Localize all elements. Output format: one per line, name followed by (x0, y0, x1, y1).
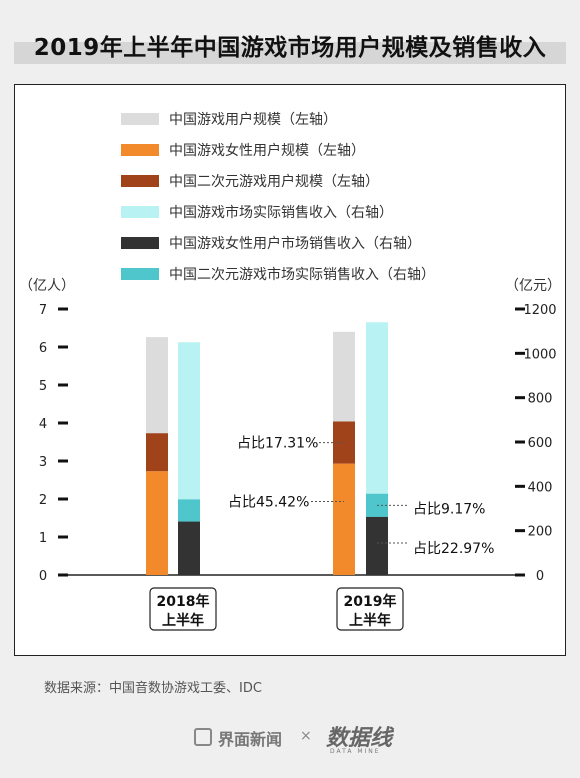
legend-swatch-1 (121, 144, 159, 156)
legend-swatch-4 (121, 237, 159, 249)
left-tick-label-6: 6 (39, 341, 47, 356)
left-tick-label-0: 0 (39, 569, 47, 584)
legend-label-3: 中国游戏市场实际销售收入（右轴） (169, 204, 393, 221)
annotation-female-users: 占比45.42% (228, 495, 309, 511)
category-box-1 (336, 587, 404, 631)
title-bar: 2019年上半年中国游戏市场用户规模及销售收入 (14, 28, 566, 64)
datamine-logo: 数据线 (326, 725, 393, 751)
bar-4-1 (366, 516, 388, 575)
legend-swatch-0 (121, 113, 159, 125)
left-tick-label-4: 4 (39, 417, 47, 432)
left-tick-label-3: 3 (39, 455, 47, 470)
bar-2-0 (146, 433, 168, 472)
brand-icon (194, 728, 212, 746)
chart: 中国游戏用户规模（左轴） 中国游戏女性用户规模（左轴） 中国二次元游戏用户规模（左轴… (19, 111, 561, 631)
right-tick-label-3: 600 (528, 436, 553, 451)
bar-4-0 (178, 521, 200, 575)
category-label-0-line1: 2018年 (157, 593, 210, 610)
datamine-logo-sub: DATA MINE (330, 748, 381, 755)
left-tick-label-5: 5 (39, 379, 47, 394)
right-tick-label-5: 1000 (523, 347, 556, 362)
title-highlight (14, 42, 566, 64)
legend-label-2: 中国二次元游戏用户规模（左轴） (169, 173, 379, 190)
right-tick-label-0: 0 (536, 569, 544, 584)
legend-swatch-2 (121, 175, 159, 187)
brand-name: 界面新闻 (218, 730, 283, 749)
left-tick-label-1: 1 (39, 531, 47, 546)
right-tick-label-2: 400 (528, 480, 553, 495)
annotation-anime-users: 占比17.31% (237, 436, 318, 452)
page-title: 2019年上半年中国游戏市场用户规模及销售收入 (33, 35, 547, 61)
source-note: 数据来源：中国音数协游戏工委、IDC (44, 681, 262, 696)
bar-5-0 (178, 499, 200, 522)
right-axis-unit: （亿元） (505, 278, 561, 294)
annotation-anime-revenue: 占比9.17% (413, 501, 485, 517)
legend-label-4: 中国游戏女性用户市场销售收入（右轴） (169, 235, 421, 252)
right-tick-label-4: 800 (528, 392, 553, 407)
right-tick-label-6: 1200 (523, 303, 556, 318)
left-axis-unit: （亿人） (19, 278, 75, 294)
legend-label-0: 中国游戏用户规模（左轴） (169, 111, 337, 128)
legend-label-5: 中国二次元游戏市场实际销售收入（右轴） (169, 266, 435, 283)
category-label-1-line2: 上半年 (349, 612, 391, 629)
times-sign: × (300, 728, 312, 744)
bar-1-0 (146, 471, 168, 575)
legend-swatch-3 (121, 206, 159, 218)
footer: 界面新闻 × 数据线 DATA MINE (0, 720, 580, 760)
legend-swatch-5 (121, 268, 159, 280)
category-box-0 (149, 587, 217, 631)
legend-label-1: 中国游戏女性用户规模（左轴） (169, 142, 365, 159)
right-tick-label-1: 200 (528, 525, 553, 540)
left-tick-label-2: 2 (39, 493, 47, 508)
category-label-0-line2: 上半年 (162, 612, 204, 629)
left-tick-label-7: 7 (39, 303, 47, 318)
category-label-1-line1: 2019年 (344, 593, 397, 610)
annotation-female-revenue: 占比22.97% (413, 541, 494, 557)
bar-1-1 (333, 463, 355, 575)
chart-panel: 中国游戏用户规模（左轴） 中国游戏女性用户规模（左轴） 中国二次元游戏用户规模（左轴… (14, 84, 566, 656)
